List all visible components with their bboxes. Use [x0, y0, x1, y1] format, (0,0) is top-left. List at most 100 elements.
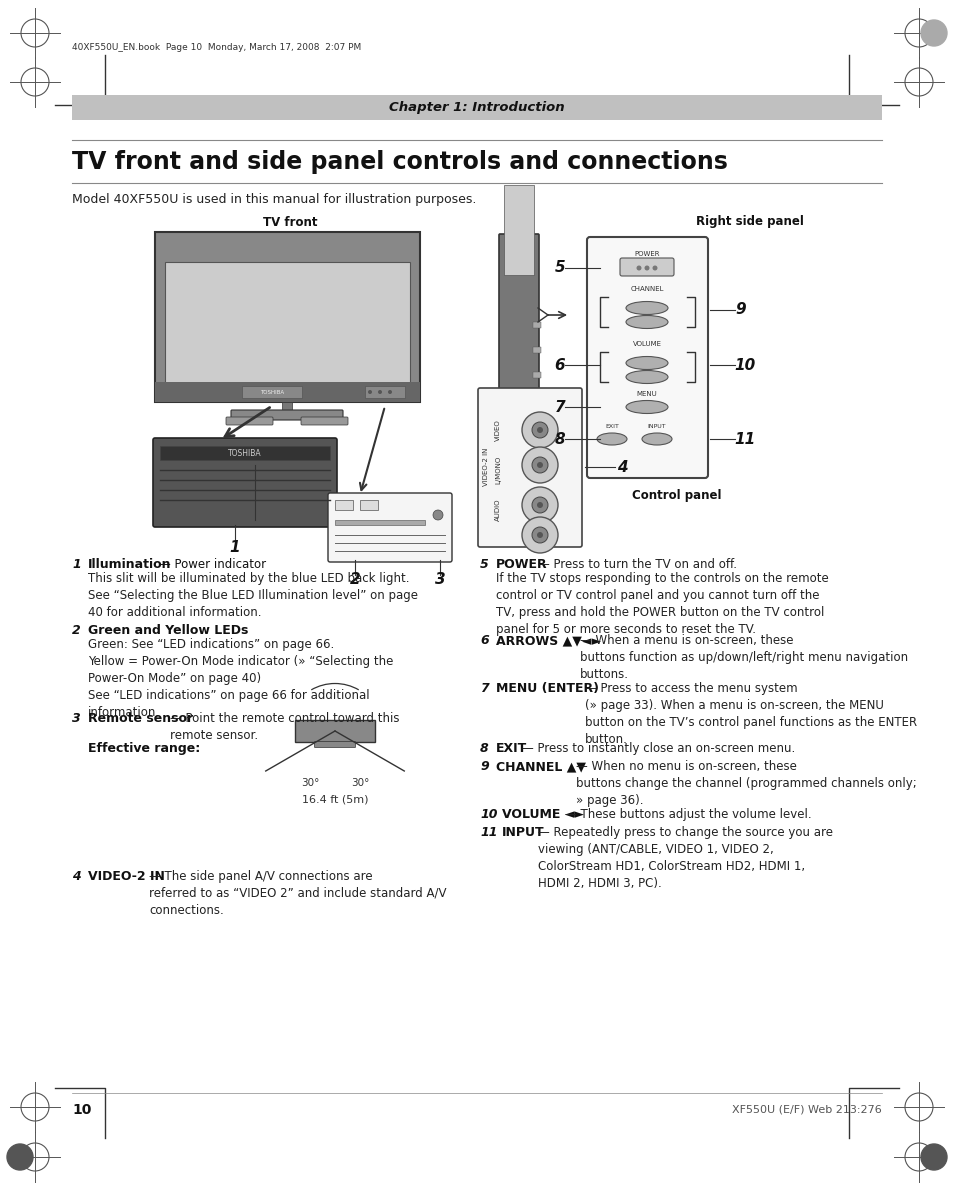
- Bar: [533, 397, 540, 403]
- Bar: [165, 262, 410, 392]
- Circle shape: [537, 502, 542, 508]
- Ellipse shape: [625, 302, 667, 315]
- Circle shape: [377, 390, 381, 394]
- Bar: [533, 347, 540, 353]
- Text: 9: 9: [735, 303, 745, 317]
- Text: Green and Yellow LEDs: Green and Yellow LEDs: [88, 624, 248, 637]
- Bar: [242, 387, 302, 398]
- Circle shape: [388, 390, 392, 394]
- Text: 3: 3: [71, 712, 81, 725]
- Text: Illumination: Illumination: [88, 558, 172, 571]
- Text: 7: 7: [554, 400, 565, 414]
- Bar: [533, 322, 540, 328]
- Text: 8: 8: [479, 742, 488, 755]
- Circle shape: [433, 509, 442, 520]
- Text: — Press to access the menu system
(» page 33). When a menu is on-screen, the MEN: — Press to access the menu system (» pag…: [584, 682, 916, 746]
- Bar: [359, 500, 377, 509]
- Text: INPUT: INPUT: [647, 424, 665, 428]
- Text: CHANNEL: CHANNEL: [630, 286, 663, 292]
- Text: L/MONO: L/MONO: [495, 456, 500, 484]
- Bar: [335, 520, 424, 525]
- Text: — Repeatedly press to change the source you are
viewing (ANT/CABLE, VIDEO 1, VID: — Repeatedly press to change the source …: [537, 826, 832, 890]
- Text: Control panel: Control panel: [632, 488, 721, 501]
- Bar: [154, 382, 419, 402]
- FancyBboxPatch shape: [301, 418, 348, 425]
- FancyBboxPatch shape: [152, 438, 336, 527]
- Text: POWER: POWER: [634, 251, 659, 256]
- FancyBboxPatch shape: [231, 410, 343, 420]
- FancyBboxPatch shape: [314, 742, 355, 748]
- Circle shape: [537, 532, 542, 538]
- Bar: [335, 500, 353, 509]
- Text: — When a menu is on-screen, these
buttons function as up/down/left/right menu na: — When a menu is on-screen, these button…: [579, 633, 907, 681]
- Circle shape: [920, 20, 946, 47]
- Text: VOLUME ◄►: VOLUME ◄►: [501, 808, 583, 821]
- Bar: [282, 402, 292, 412]
- Text: Model 40XF550U is used in this manual for illustration purposes.: Model 40XF550U is used in this manual fo…: [71, 193, 476, 206]
- Text: — Press to turn the TV on and off.: — Press to turn the TV on and off.: [537, 558, 737, 571]
- Circle shape: [532, 422, 547, 438]
- Text: 11: 11: [479, 826, 497, 839]
- Bar: [294, 721, 375, 742]
- Text: 10: 10: [479, 808, 497, 821]
- Ellipse shape: [625, 357, 667, 370]
- Text: CHANNEL ▲▼: CHANNEL ▲▼: [496, 760, 585, 773]
- Circle shape: [521, 447, 558, 483]
- FancyBboxPatch shape: [477, 388, 581, 548]
- Text: VOLUME: VOLUME: [632, 341, 660, 347]
- Bar: [160, 446, 330, 460]
- Text: EXIT: EXIT: [604, 424, 618, 428]
- Text: 1: 1: [71, 558, 81, 571]
- Bar: [503, 185, 534, 276]
- Text: — These buttons adjust the volume level.: — These buttons adjust the volume level.: [564, 808, 811, 821]
- Text: EXIT: EXIT: [496, 742, 527, 755]
- Text: Green: See “LED indications” on page 66.
Yellow = Power-On Mode indicator (» “Se: Green: See “LED indications” on page 66.…: [88, 638, 393, 719]
- Text: This slit will be illuminated by the blue LED back light.
See “Selecting the Blu: This slit will be illuminated by the blu…: [88, 571, 417, 619]
- Text: 5: 5: [554, 260, 565, 276]
- FancyBboxPatch shape: [498, 234, 538, 456]
- Text: POWER: POWER: [496, 558, 547, 571]
- Text: 10: 10: [734, 358, 755, 372]
- FancyBboxPatch shape: [494, 456, 543, 468]
- Text: 6: 6: [554, 358, 565, 372]
- Text: 4: 4: [71, 870, 81, 883]
- Text: TV front and side panel controls and connections: TV front and side panel controls and con…: [71, 150, 727, 174]
- Text: — Point the remote control toward this
remote sensor.: — Point the remote control toward this r…: [170, 712, 399, 742]
- Text: 5: 5: [479, 558, 488, 571]
- Circle shape: [532, 527, 547, 543]
- Text: If the TV stops responding to the controls on the remote
control or TV control p: If the TV stops responding to the contro…: [496, 571, 828, 636]
- Text: 11: 11: [734, 432, 755, 446]
- Text: TOSHIBA: TOSHIBA: [228, 449, 261, 457]
- Text: 3: 3: [435, 571, 445, 587]
- Circle shape: [920, 1144, 946, 1170]
- Text: XF550U (E/F) Web 213:276: XF550U (E/F) Web 213:276: [732, 1105, 882, 1115]
- Bar: [154, 231, 419, 402]
- Text: VIDEO-2 IN: VIDEO-2 IN: [482, 447, 489, 487]
- FancyBboxPatch shape: [226, 418, 273, 425]
- Text: 2: 2: [71, 624, 81, 637]
- Text: TV front: TV front: [262, 216, 317, 229]
- Ellipse shape: [597, 433, 626, 445]
- Circle shape: [7, 1144, 33, 1170]
- Circle shape: [537, 462, 542, 468]
- Text: — When no menu is on-screen, these
buttons change the channel (programmed channe: — When no menu is on-screen, these butto…: [576, 760, 916, 806]
- Text: INPUT: INPUT: [501, 826, 544, 839]
- Text: Right side panel: Right side panel: [696, 216, 803, 229]
- Circle shape: [521, 412, 558, 449]
- Text: MENU: MENU: [636, 391, 657, 397]
- Text: AUDIO: AUDIO: [495, 499, 500, 521]
- Circle shape: [636, 266, 640, 271]
- Ellipse shape: [625, 401, 667, 414]
- Circle shape: [537, 427, 542, 433]
- Circle shape: [652, 266, 657, 271]
- Text: 10: 10: [71, 1104, 91, 1117]
- Ellipse shape: [625, 315, 667, 328]
- Circle shape: [532, 457, 547, 472]
- Circle shape: [644, 266, 649, 271]
- Text: 16.4 ft (5m): 16.4 ft (5m): [301, 795, 368, 805]
- Text: 8: 8: [554, 432, 565, 446]
- Circle shape: [521, 517, 558, 554]
- Text: ARROWS ▲▼◄►: ARROWS ▲▼◄►: [496, 633, 600, 647]
- Text: VIDEO: VIDEO: [495, 419, 500, 441]
- Text: 1: 1: [230, 539, 240, 555]
